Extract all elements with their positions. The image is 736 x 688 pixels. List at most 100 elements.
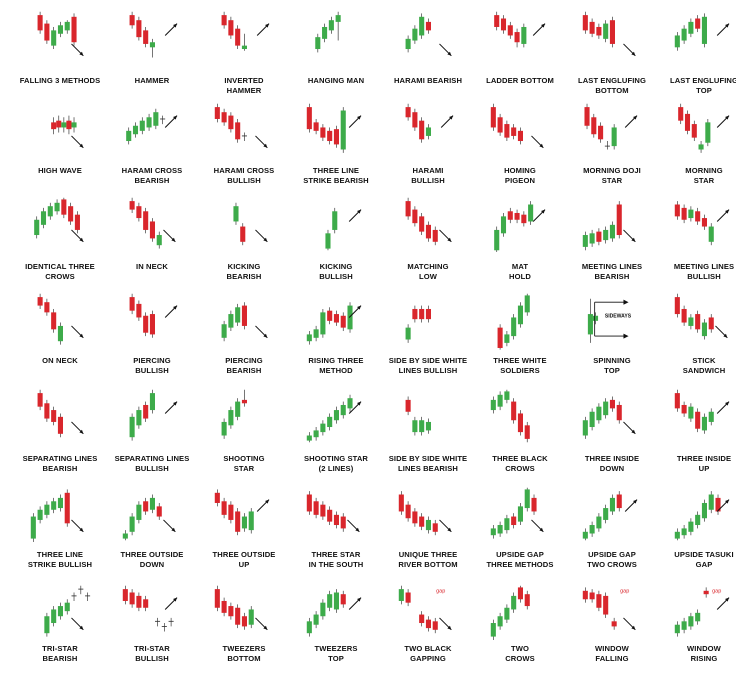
bearish-candle [122, 589, 128, 601]
pattern-tri-star-bullish: TRI-STAR BULLISH [106, 582, 198, 668]
bearish-candle [524, 594, 530, 607]
pattern-label: ON NECK [10, 356, 110, 366]
pattern-three-line-strike-bearish: THREE LINE STRIKE BEARISH [290, 100, 382, 190]
pattern-diagram: gap [398, 585, 452, 634]
pattern-label-line1: TRI-STAR [42, 644, 78, 653]
bullish-candle [228, 314, 234, 328]
bearish-candle [678, 107, 684, 121]
pattern-label-line2: TOP [696, 86, 712, 95]
arrow-head-icon [633, 115, 638, 120]
bullish-candle [674, 35, 680, 48]
bearish-candle [56, 120, 62, 128]
bearish-candle [596, 26, 602, 36]
pattern-hanging-man: HANGING MAN [290, 8, 382, 100]
pattern-label-line1: SIDE BY SIDE WHITE [388, 356, 468, 365]
pattern-label: FALLING 3 METHODS [10, 76, 110, 86]
bearish-candle [419, 614, 425, 624]
bearish-candle [51, 122, 57, 130]
pattern-tweezers-bottom: TWEEZERS BOTTOM [198, 582, 290, 668]
bearish-candle [701, 218, 707, 227]
bullish-candle [708, 494, 714, 510]
arrow-head-icon [725, 209, 730, 214]
bearish-candle [143, 211, 149, 230]
pattern-label: STICK SANDWICH [654, 356, 736, 376]
pattern-diagram [221, 389, 247, 439]
pattern-label-line1: IDENTICAL THREE [25, 262, 95, 271]
bearish-candle [44, 302, 50, 313]
bearish-candle [591, 117, 597, 135]
bullish-candle [398, 589, 404, 601]
pattern-label-line2: LINES BULLISH [398, 366, 458, 375]
pattern-window-falling: gap WINDOW FALLING [566, 582, 658, 668]
bullish-candle [688, 406, 694, 419]
bearish-candle [405, 592, 411, 603]
pattern-label: UNIQUE THREE RIVER BOTTOM [378, 550, 478, 570]
bullish-candle [490, 399, 496, 411]
annotation-text: gap [436, 589, 445, 595]
bearish-candle [44, 23, 50, 41]
bearish-candle [589, 21, 595, 34]
pattern-label-line1: THREE BLACK [492, 454, 548, 463]
bullish-candle [596, 406, 602, 421]
bullish-candle [674, 531, 680, 539]
pattern-falling-3-methods: FALLING 3 METHODS [14, 8, 106, 100]
bearish-candle [235, 122, 241, 140]
pattern-label: RISING THREE METHOD [286, 356, 386, 376]
bearish-candle [156, 506, 162, 517]
bearish-candle [221, 501, 227, 515]
bullish-candle [698, 144, 704, 150]
pattern-three-inside-up: THREE INSIDE UP [658, 386, 736, 478]
pattern-three-star-south: THREE STAR IN THE SOUTH [290, 484, 382, 574]
bullish-candle [64, 21, 70, 31]
pattern-upside-gap-two-crows: UPSIDE GAP TWO CROWS [566, 484, 658, 574]
pattern-diagram [490, 389, 530, 443]
pattern-label-line1: PIERCING [225, 356, 263, 365]
pattern-label-line1: SEPARATING LINES [22, 454, 98, 463]
pattern-label-line1: HIGH WAVE [38, 166, 82, 175]
pattern-diagram [214, 585, 268, 631]
bullish-candle [40, 211, 47, 225]
pattern-label: HARAMI CROSS BULLISH [194, 166, 294, 186]
bearish-candle [235, 607, 241, 625]
bearish-candle [425, 619, 431, 629]
arrow-head-icon [263, 625, 268, 630]
pattern-label-line1: TRI-STAR [134, 644, 170, 653]
pattern-label-line2: TOP [328, 654, 344, 663]
pattern-label-line2: DOWN [139, 560, 165, 569]
bullish-candle [701, 16, 707, 44]
pattern-label-line2: BOTTOM [227, 654, 261, 663]
bearish-candle [64, 492, 70, 524]
pattern-inverted-hammer: INVERTED HAMMER [198, 8, 290, 100]
bearish-candle [51, 410, 57, 422]
annotation-text: gap [712, 589, 721, 595]
pattern-label: SHOOTING STAR (2 LINES) [286, 454, 386, 474]
pattern-label-line1: UPSIDE GAP [588, 550, 636, 559]
bullish-candle [156, 235, 162, 246]
pattern-harami-cross-bullish: HARAMI CROSS BULLISH [198, 100, 290, 190]
bullish-candle [136, 410, 142, 426]
bearish-candle [611, 621, 617, 627]
pattern-label-line2: HAMMER [226, 86, 262, 95]
arrow-head-icon [173, 597, 178, 602]
bearish-candle [143, 404, 149, 419]
bullish-candle [325, 233, 331, 249]
arrow-head-icon [623, 299, 629, 305]
bullish-candle [320, 312, 326, 335]
pattern-label-line2: LOW [418, 272, 437, 281]
bearish-candle [419, 216, 425, 232]
bearish-candle [57, 416, 63, 434]
bearish-candle [327, 509, 333, 522]
pattern-diagram [37, 11, 84, 57]
pattern-diagram [221, 302, 268, 342]
pattern-kicking-bullish: KICKING BULLISH [290, 194, 382, 286]
arrow-head-icon [173, 23, 178, 28]
pattern-label-line2: BULLISH [411, 176, 445, 185]
pattern-label-line1: STICK [692, 356, 716, 365]
bullish-candle [504, 518, 510, 531]
pattern-label: MEETING LINES BEARISH [562, 262, 662, 282]
bearish-candle [708, 317, 714, 330]
bearish-candle [616, 494, 622, 509]
pattern-label: SPINNING TOP [562, 356, 662, 376]
pattern-label: LAST ENGLUFING TOP [654, 76, 736, 96]
bullish-candle [221, 324, 227, 338]
